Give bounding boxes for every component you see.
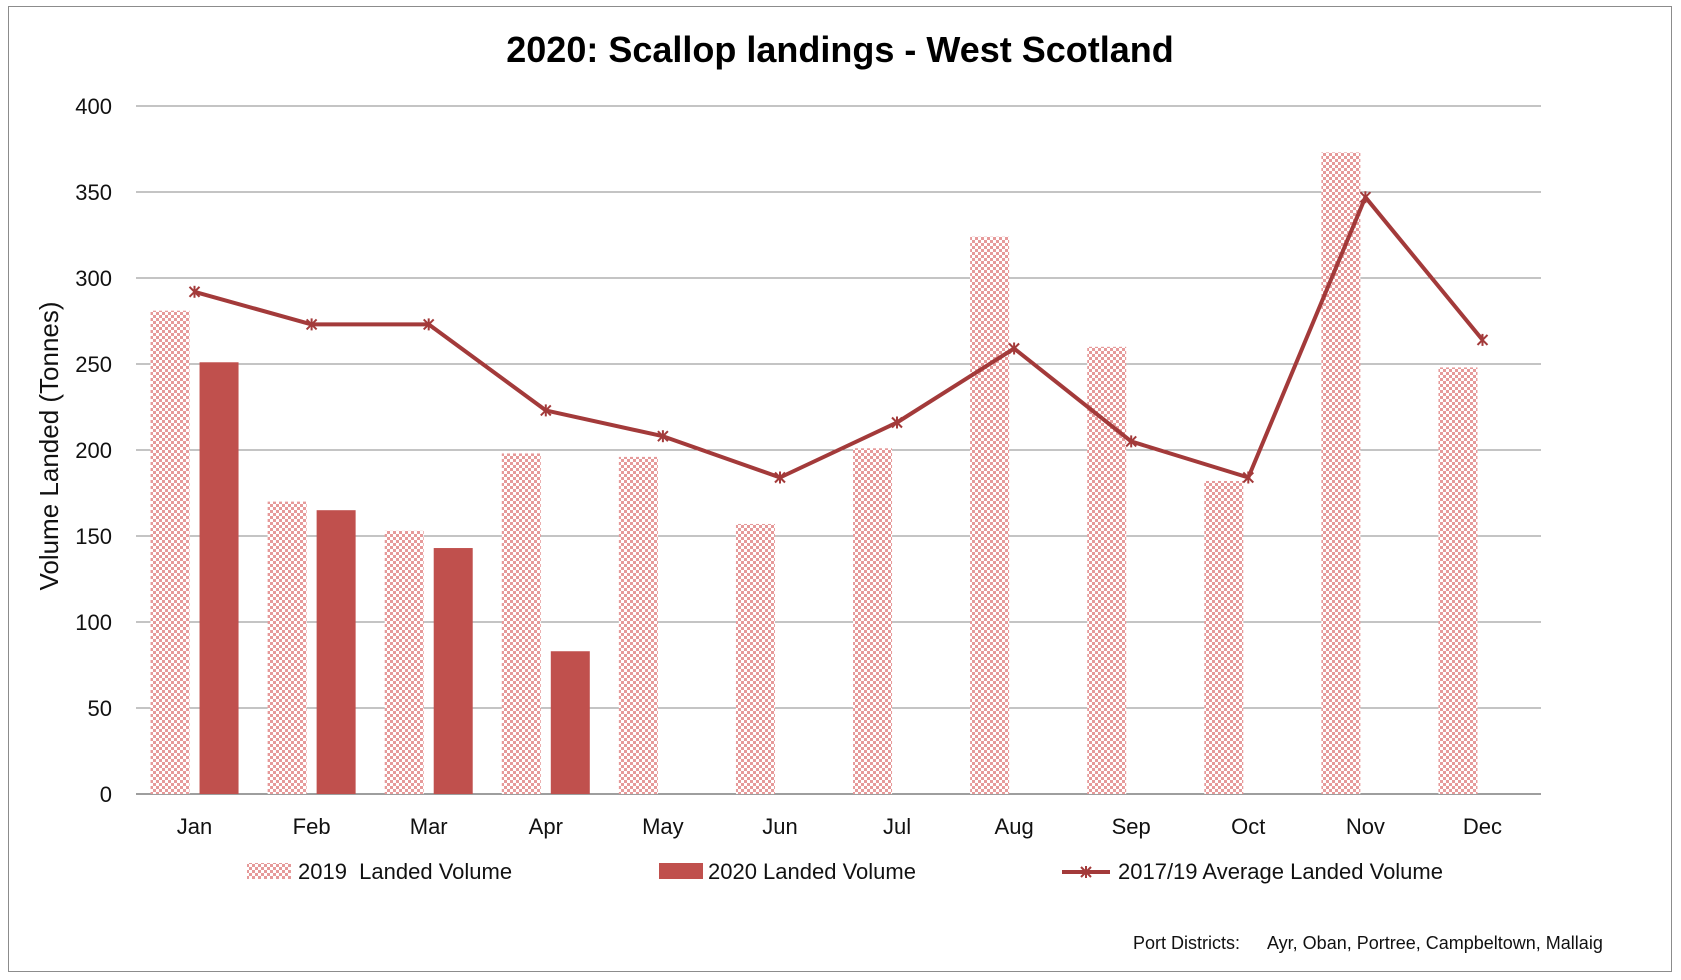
chart-frame xyxy=(8,6,1672,972)
y-tick-label-0: 0 xyxy=(100,782,112,807)
average-point-may xyxy=(657,430,669,443)
chart-title: 2020: Scallop landings - West Scotland xyxy=(506,29,1174,70)
x-tick-label-aug: Aug xyxy=(995,814,1034,839)
legend-swatch-2019 xyxy=(247,863,291,879)
x-tick-label-jul: Jul xyxy=(883,814,911,839)
bar-2019-apr xyxy=(501,453,541,794)
bar-2019-dec xyxy=(1438,367,1478,794)
x-tick-label-apr: Apr xyxy=(529,814,563,839)
y-tick-label-350: 350 xyxy=(75,180,112,205)
bar-2020-feb xyxy=(316,510,356,794)
average-point-jun xyxy=(774,471,786,484)
bar-2020-jan xyxy=(199,362,239,794)
y-tick-label-100: 100 xyxy=(75,610,112,635)
bar-2019-may xyxy=(618,456,658,794)
bar-2019-feb xyxy=(267,501,307,794)
bar-2019-sep xyxy=(1087,346,1127,794)
legend-label-2020: 2020 Landed Volume xyxy=(708,859,916,884)
footnote-value: Ayr, Oban, Portree, Campbeltown, Mallaig xyxy=(1267,933,1603,953)
y-tick-label-400: 400 xyxy=(75,94,112,119)
y-tick-label-50: 50 xyxy=(88,696,112,721)
average-point-nov xyxy=(1359,191,1372,204)
x-tick-label-oct: Oct xyxy=(1231,814,1265,839)
average-point-apr xyxy=(540,404,552,417)
y-axis-title: Volume Landed (Tonnes) xyxy=(34,301,64,590)
bar-2019-jul xyxy=(853,448,893,794)
bar-2019-jun xyxy=(735,523,775,794)
x-tick-label-sep: Sep xyxy=(1112,814,1151,839)
legend-label-average: 2017/19 Average Landed Volume xyxy=(1118,859,1443,884)
average-point-jan xyxy=(188,285,201,298)
x-tick-label-mar: Mar xyxy=(410,814,448,839)
x-tick-label-jan: Jan xyxy=(177,814,212,839)
bar-2020-apr xyxy=(550,651,590,794)
legend: 2019 Landed Volume 2020 Landed Volume 20… xyxy=(247,859,1443,884)
bar-2019-nov xyxy=(1321,152,1361,794)
average-series-line xyxy=(193,195,1485,480)
bar-2019-oct xyxy=(1204,480,1244,794)
y-tick-label-250: 250 xyxy=(75,352,112,377)
x-tick-label-jun: Jun xyxy=(762,814,797,839)
y-tick-label-300: 300 xyxy=(75,266,112,291)
bar-2019-jan xyxy=(150,310,190,794)
x-tick-label-dec: Dec xyxy=(1463,814,1502,839)
average-point-oct xyxy=(1242,471,1255,484)
average-point-mar xyxy=(422,318,435,331)
y-tick-label-200: 200 xyxy=(75,438,112,463)
legend-swatch-2020 xyxy=(659,863,703,879)
bar-2019-aug xyxy=(970,236,1010,795)
legend-marker-average xyxy=(1080,866,1092,878)
average-point-feb xyxy=(305,318,318,331)
bar-2020-mar xyxy=(433,548,473,794)
average-point-dec xyxy=(1476,333,1489,346)
legend-label-2019: 2019 Landed Volume xyxy=(298,859,512,884)
average-point-jul xyxy=(891,416,903,429)
x-tick-label-feb: Feb xyxy=(293,814,331,839)
footnote-label: Port Districts: xyxy=(1133,933,1240,953)
average-point-sep xyxy=(1125,435,1137,448)
average-point-aug xyxy=(1008,342,1020,355)
bar-2019-mar xyxy=(384,530,424,794)
x-tick-label-nov: Nov xyxy=(1346,814,1385,839)
footnote: Port Districts: Ayr, Oban, Portree, Camp… xyxy=(1133,933,1603,953)
x-tick-label-may: May xyxy=(642,814,684,839)
y-tick-label-150: 150 xyxy=(75,524,112,549)
